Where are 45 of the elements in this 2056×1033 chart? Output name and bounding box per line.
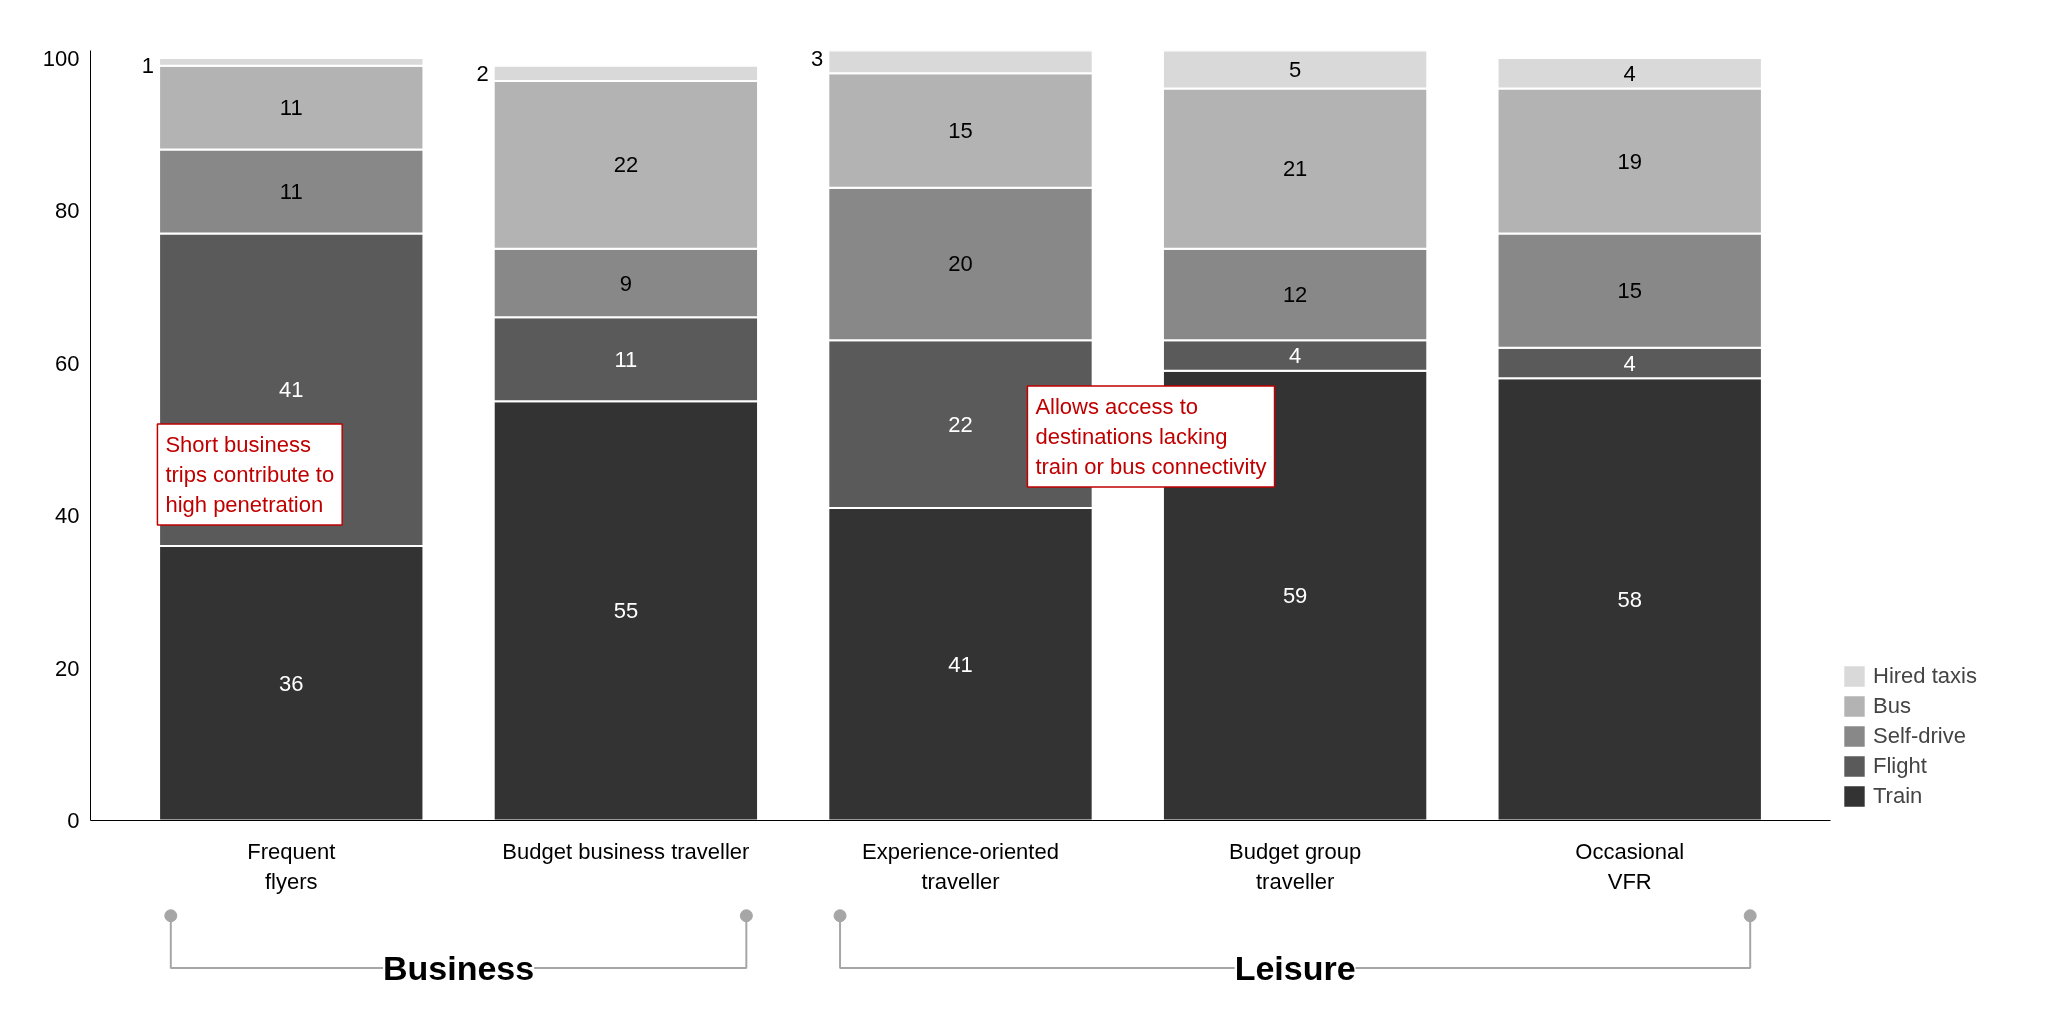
data-label: 20: [948, 251, 973, 277]
data-label: 11: [614, 346, 638, 372]
y-tick-label: 60: [55, 350, 80, 376]
data-label: 55: [613, 598, 639, 624]
legend-label: Flight: [1873, 753, 1927, 779]
data-label: 21: [1282, 156, 1308, 182]
data-label: 41: [948, 651, 973, 677]
data-label: 59: [1282, 583, 1308, 609]
data-label: 22: [948, 411, 973, 437]
data-label: 4: [1289, 342, 1302, 368]
annotation: Short business trips contribute to high penetration: [165, 432, 335, 518]
data-label: 1: [141, 53, 155, 79]
y-tick-label: 0: [67, 808, 80, 833]
data-label: 9: [619, 270, 633, 296]
y-tick-label: 80: [55, 198, 80, 224]
data-label: 2: [476, 60, 489, 86]
x-tick-label: Budget group traveller: [1229, 838, 1362, 894]
legend-label: Train: [1873, 783, 1923, 809]
data-label: 15: [948, 118, 973, 144]
data-label: 15: [1617, 278, 1642, 304]
legend-label: Bus: [1873, 693, 1911, 719]
data-label: 11: [279, 95, 303, 121]
y-tick-label: 100: [42, 45, 80, 71]
data-label: 41: [279, 377, 304, 403]
x-tick-label: Frequent flyers: [247, 838, 336, 894]
data-label: 4: [1623, 350, 1636, 376]
data-label: 5: [1289, 57, 1302, 83]
data-label: 22: [613, 152, 639, 178]
x-tick-label: Experience-oriented traveller: [862, 838, 1059, 894]
data-label: 4: [1623, 60, 1636, 86]
legend-label: Hired taxis: [1873, 663, 1977, 689]
data-label: 19: [1617, 148, 1642, 174]
y-tick-label: 40: [55, 503, 80, 529]
data-label: 58: [1617, 586, 1642, 612]
text: Leisure: [1234, 949, 1356, 987]
data-label: 36: [279, 670, 304, 696]
text: Business: [382, 949, 535, 987]
y-tick-label: 20: [55, 655, 80, 681]
data-label: 3: [811, 45, 824, 71]
legend-label: Self-drive: [1873, 723, 1966, 749]
x-tick-label: Budget business traveller: [502, 838, 750, 864]
annotation: Allows access to destinations lacking train or bus connectivity: [1035, 393, 1267, 479]
x-tick-label: Occasional VFR: [1575, 838, 1685, 894]
data-label: 12: [1282, 281, 1308, 307]
data-label: 11: [279, 179, 303, 205]
